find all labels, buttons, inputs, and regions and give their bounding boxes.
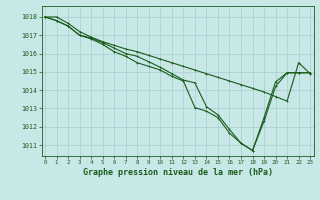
X-axis label: Graphe pression niveau de la mer (hPa): Graphe pression niveau de la mer (hPa) <box>83 168 273 177</box>
